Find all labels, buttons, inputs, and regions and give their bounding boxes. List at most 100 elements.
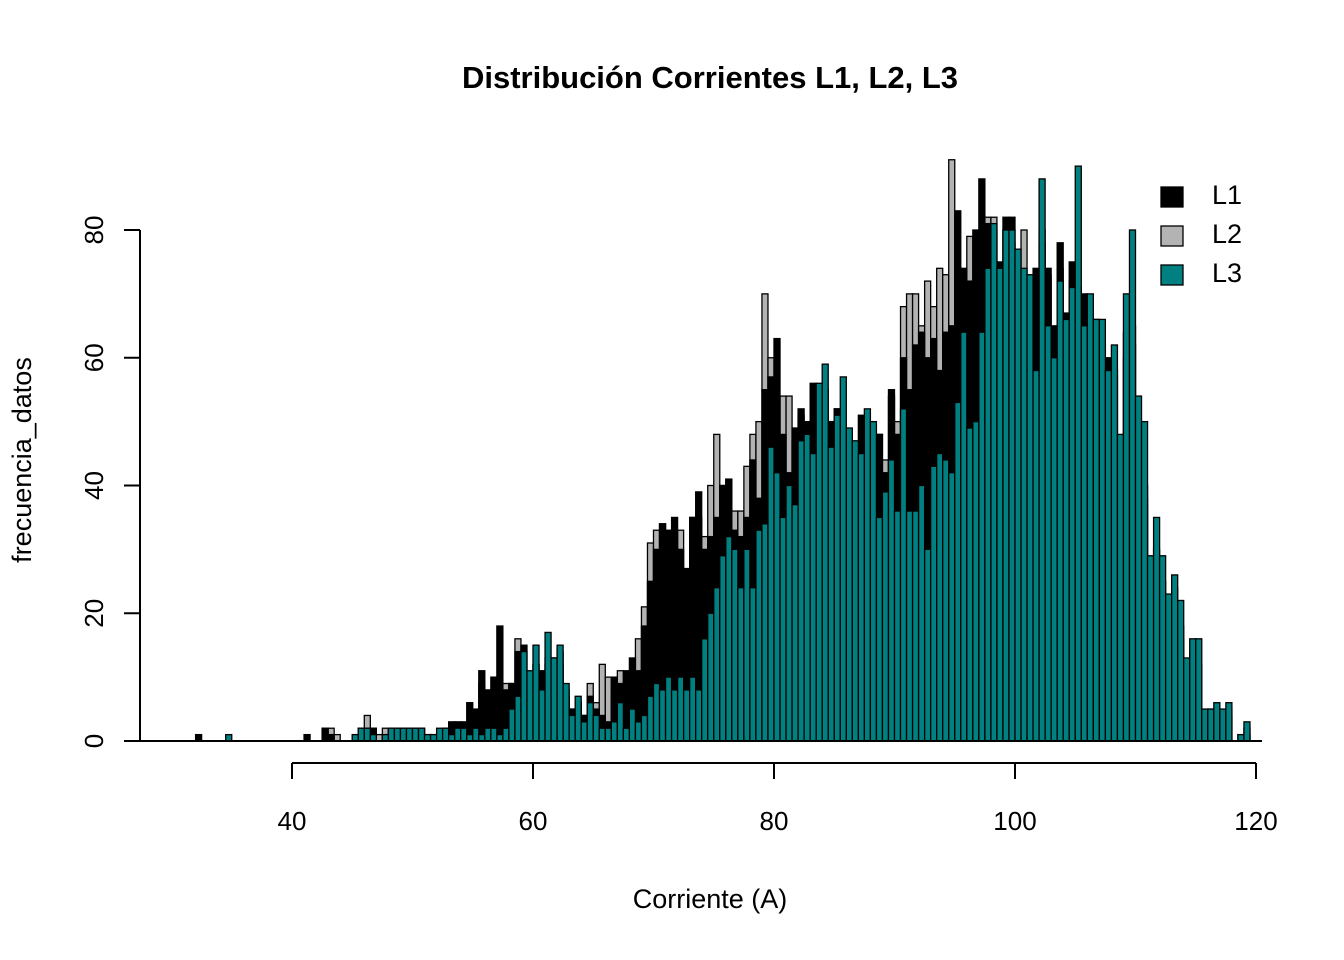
bar [417,727,426,742]
bar [1026,274,1034,742]
bar [881,491,890,742]
bar [592,714,600,742]
bar [978,331,986,742]
y-tick-label: 60 [79,343,109,372]
bar [562,682,570,742]
bar [785,484,793,742]
bar [598,727,606,742]
bar [869,420,878,742]
bar [1014,248,1022,742]
bar [1201,708,1209,742]
bar [574,695,582,742]
bar [604,727,612,742]
bar [779,516,787,742]
bar [1002,229,1010,742]
bar [1189,638,1197,742]
bar [833,414,841,742]
bar [707,612,715,742]
bar [1062,318,1070,742]
bar [321,727,329,742]
bar [532,644,540,742]
bar [954,401,962,742]
legend-swatch [1160,186,1184,208]
bar [809,452,817,742]
bar [761,523,769,742]
bar [803,433,811,742]
bar [658,689,667,742]
bar [514,695,522,742]
bar [1104,369,1113,742]
bar [634,721,643,742]
bar [508,708,516,742]
bar [725,535,733,742]
bar [435,727,444,742]
bar [899,408,908,742]
bar [550,657,558,742]
bar [917,484,926,742]
bar [363,727,371,742]
bar [815,382,823,742]
bar [1098,318,1107,742]
bar [664,676,673,742]
chart-title: Distribución Corrientes L1, L2, L3 [462,60,958,95]
bar [568,714,576,742]
axes: 40 60 80 100 120 0 20 40 60 80 [79,216,1278,836]
bar [755,529,763,742]
bar [875,516,884,742]
bar [1044,325,1052,742]
bar [839,376,847,742]
bar [387,727,396,742]
bar [701,638,709,742]
bar [689,676,697,742]
bar [472,727,480,742]
bar [1207,708,1215,742]
bar [942,459,950,742]
bar [851,440,860,742]
bar [411,727,420,742]
legend-label: L3 [1212,258,1242,288]
bar [496,625,504,742]
legend-label: L2 [1212,219,1242,249]
bar [719,555,727,742]
bar [773,472,781,742]
bar [930,465,938,742]
legend-label: L1 [1212,180,1242,210]
bar [490,727,498,742]
bar [863,408,872,742]
bar [520,650,528,742]
bar [460,727,468,742]
bar [441,727,450,742]
bar [682,689,691,742]
bar [743,548,751,742]
legend-swatch [1160,264,1184,286]
bar [1213,702,1221,742]
bar [580,721,588,742]
bar [1050,357,1058,742]
bar [628,708,637,742]
y-tick-label: 20 [79,599,109,628]
bar [695,689,703,742]
legend-swatch [1160,225,1184,247]
bar [797,440,805,742]
bar [821,363,829,742]
bar [484,727,492,742]
bar [791,504,799,742]
bar [845,427,853,742]
bar [1086,293,1094,742]
bar [1038,178,1046,742]
bar [990,222,998,742]
bar [731,548,739,742]
bar [827,446,835,742]
bar [1171,574,1179,742]
bar [652,682,661,742]
bar [1074,165,1082,742]
bar [749,587,757,742]
bar [478,670,486,742]
bar [1195,638,1203,742]
bar [399,727,408,742]
bar [1146,555,1155,742]
bar [936,452,944,742]
bar [544,631,552,742]
bar [1068,286,1076,742]
